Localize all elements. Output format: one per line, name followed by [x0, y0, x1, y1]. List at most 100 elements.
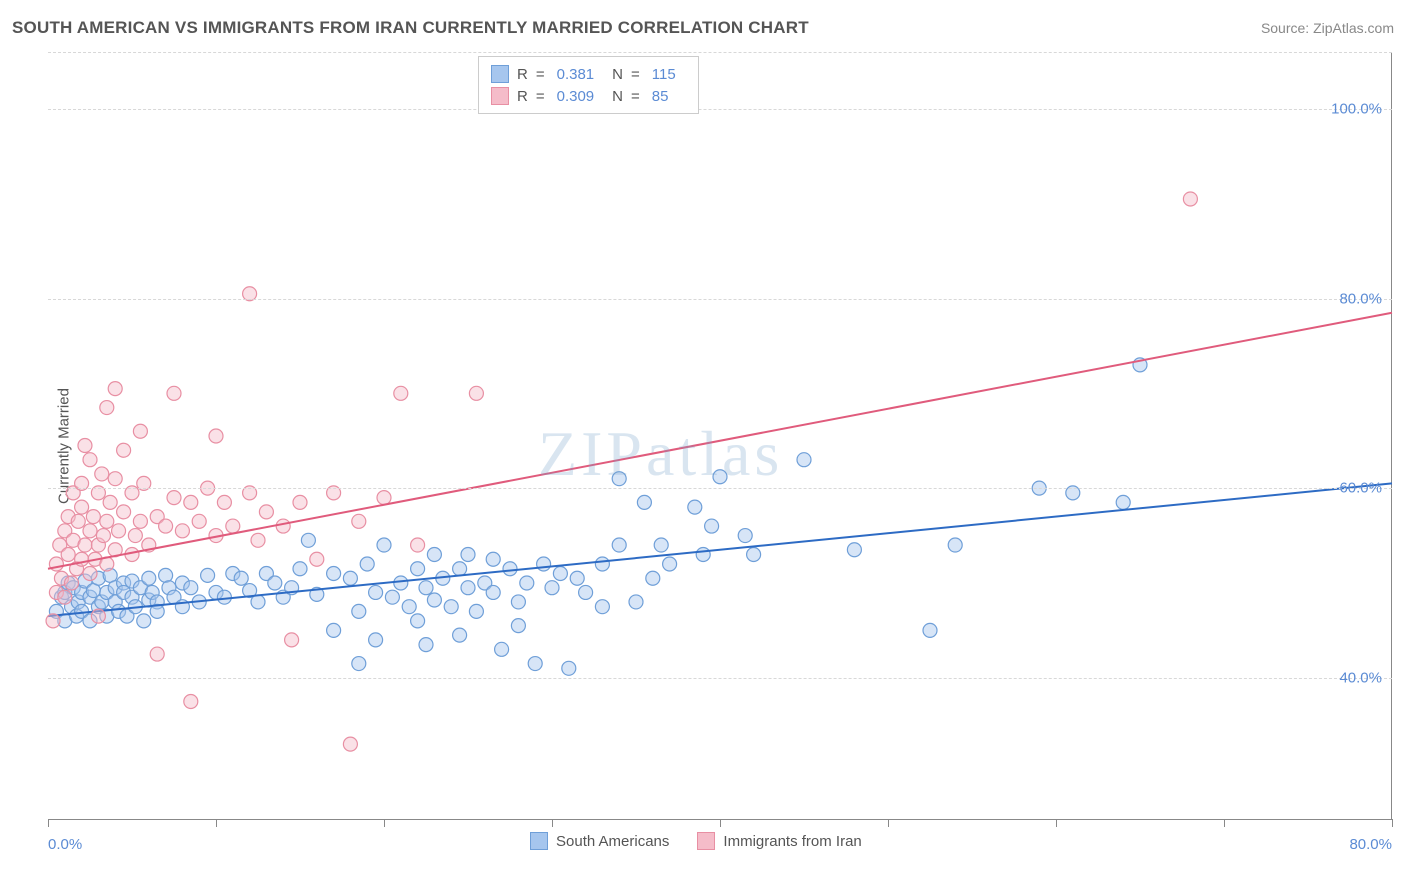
data-point [234, 571, 248, 585]
data-point [192, 514, 206, 528]
y-tick-label: 80.0% [1339, 290, 1382, 307]
x-tick [552, 819, 553, 827]
data-point [112, 524, 126, 538]
legend-top: R = 0.381 N = 115 R = 0.309 N = 85 [478, 56, 699, 114]
x-tick [888, 819, 889, 827]
data-point [579, 585, 593, 599]
data-point [327, 566, 341, 580]
data-point [293, 562, 307, 576]
data-point [411, 562, 425, 576]
data-point [226, 519, 240, 533]
data-point [128, 529, 142, 543]
x-tick [1392, 819, 1393, 827]
data-point [495, 642, 509, 656]
data-point [646, 571, 660, 585]
data-point [83, 524, 97, 538]
data-point [103, 495, 117, 509]
legend-bottom-label-1: Immigrants from Iran [723, 833, 861, 850]
x-tick [48, 819, 49, 827]
gridline [48, 299, 1392, 300]
data-point [394, 576, 408, 590]
data-point [343, 571, 357, 585]
data-point [58, 590, 72, 604]
legend-bottom-label-0: South Americans [556, 833, 669, 850]
legend-bottom-swatch-pink [697, 832, 715, 850]
data-point [1116, 495, 1130, 509]
data-point [402, 600, 416, 614]
data-point [797, 453, 811, 467]
data-point [377, 491, 391, 505]
data-point [419, 638, 433, 652]
plot-area: ZIPatlas R = 0.381 N = 115 R = 0.309 N =… [48, 52, 1392, 820]
x-tick [384, 819, 385, 827]
data-point [91, 609, 105, 623]
data-point [469, 604, 483, 618]
data-point [159, 519, 173, 533]
data-point [377, 538, 391, 552]
source-label: Source: ZipAtlas.com [1261, 20, 1394, 36]
data-point [595, 600, 609, 614]
data-point [184, 495, 198, 509]
legend-N-label: N [612, 66, 623, 83]
legend-swatch-pink [491, 87, 509, 105]
data-point [486, 552, 500, 566]
data-point [360, 557, 374, 571]
legend-row-1: R = 0.309 N = 85 [491, 85, 686, 107]
data-point [327, 623, 341, 637]
data-point [75, 500, 89, 514]
y-tick-label: 100.0% [1331, 100, 1382, 117]
data-point [411, 538, 425, 552]
data-point [100, 401, 114, 415]
title-bar: SOUTH AMERICAN VS IMMIGRANTS FROM IRAN C… [12, 18, 1394, 38]
x-tick [1056, 819, 1057, 827]
data-point [61, 548, 75, 562]
data-point [688, 500, 702, 514]
data-point [133, 514, 147, 528]
data-point [83, 566, 97, 580]
gridline [48, 109, 1392, 110]
data-point [352, 514, 366, 528]
data-point [352, 604, 366, 618]
data-point [78, 538, 92, 552]
data-point [108, 472, 122, 486]
data-point [133, 424, 147, 438]
data-point [453, 628, 467, 642]
data-point [511, 619, 525, 633]
data-point [486, 585, 500, 599]
legend-item-0: South Americans [530, 832, 669, 850]
chart-svg [48, 52, 1392, 819]
data-point [137, 614, 151, 628]
data-point [108, 382, 122, 396]
data-point [96, 529, 110, 543]
data-point [310, 552, 324, 566]
data-point [65, 576, 79, 590]
data-point [637, 495, 651, 509]
data-point [419, 581, 433, 595]
data-point [1183, 192, 1197, 206]
data-point [747, 548, 761, 562]
data-point [78, 438, 92, 452]
data-point [142, 571, 156, 585]
legend-bottom-swatch-blue [530, 832, 548, 850]
legend-R-value: 0.381 [557, 66, 595, 83]
data-point [117, 505, 131, 519]
data-point [948, 538, 962, 552]
data-point [285, 633, 299, 647]
data-point [654, 538, 668, 552]
data-point [86, 510, 100, 524]
data-point [100, 514, 114, 528]
data-point [713, 470, 727, 484]
data-point [352, 657, 366, 671]
data-point [95, 467, 109, 481]
data-point [696, 548, 710, 562]
data-point [705, 519, 719, 533]
data-point [469, 386, 483, 400]
data-point [847, 543, 861, 557]
data-point [268, 576, 282, 590]
data-point [427, 548, 441, 562]
gridline [48, 678, 1392, 679]
data-point [343, 737, 357, 751]
y-tick-label: 40.0% [1339, 669, 1382, 686]
data-point [175, 524, 189, 538]
data-point [444, 600, 458, 614]
